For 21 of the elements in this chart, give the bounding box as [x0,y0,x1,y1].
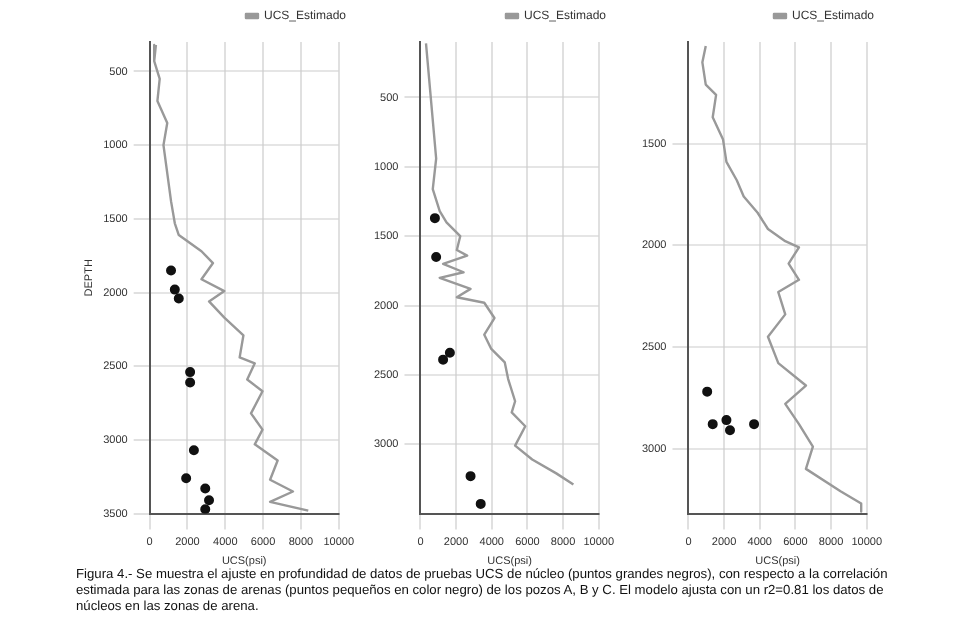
point [185,367,196,378]
point [181,473,192,484]
point [200,504,211,514]
point [702,386,713,397]
point [173,293,184,304]
point [429,213,440,224]
point [444,347,455,358]
point [465,471,476,482]
point [725,425,735,436]
point [707,419,718,430]
point [200,483,211,494]
point [431,251,442,262]
point [721,415,732,426]
point [475,498,486,509]
point [185,377,196,388]
point [166,265,177,276]
point [749,419,760,430]
point [438,354,449,365]
point [169,284,180,295]
point [188,445,199,456]
point [204,495,215,506]
